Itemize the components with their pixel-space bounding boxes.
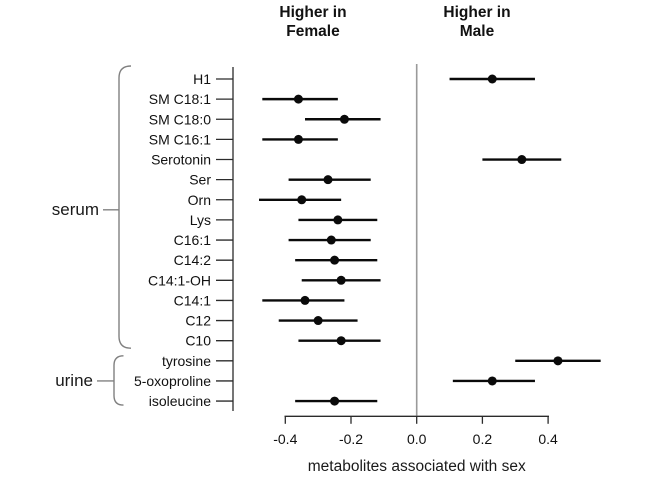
estimate-point (313, 316, 323, 326)
estimate-point (336, 275, 346, 285)
x-axis-title: metabolites associated with sex (307, 458, 526, 475)
row-label: C12 (185, 313, 211, 329)
row-label: Ser (189, 172, 211, 188)
group-label-urine: urine (55, 370, 93, 390)
row-label: SM C18:1 (149, 91, 211, 107)
row-label: H1 (193, 71, 211, 87)
group-brace (97, 355, 124, 406)
estimate-point (553, 356, 563, 366)
estimate-point (336, 336, 346, 346)
row-label: Serotonin (151, 152, 211, 168)
estimate-point (297, 195, 307, 205)
column-header-male-line2: Male (459, 23, 495, 40)
estimate-point (333, 215, 343, 225)
row-label: SM C18:0 (149, 111, 211, 127)
x-axis-tick-label: -0.2 (339, 431, 363, 447)
row-label: 5-oxoproline (134, 373, 211, 389)
x-axis-tick-label: -0.4 (273, 431, 297, 447)
x-axis-tick-label: 0.2 (473, 431, 493, 447)
estimate-point (323, 175, 333, 185)
column-header-male: Higher in Male (443, 3, 510, 41)
row-label: Lys (190, 212, 211, 228)
estimate-point (517, 155, 527, 165)
row-label: Orn (188, 192, 211, 208)
column-header-female-line2: Female (286, 23, 340, 40)
row-label: tyrosine (162, 353, 211, 369)
group-label-serum: serum (51, 199, 99, 219)
row-label: C10 (185, 333, 211, 349)
estimate-point (293, 94, 303, 104)
estimate-point (293, 134, 303, 144)
estimate-point (339, 114, 349, 124)
row-label: C16:1 (174, 232, 212, 248)
column-header-male-line1: Higher in (443, 4, 511, 21)
estimate-point (487, 74, 497, 84)
group-brace (103, 65, 132, 349)
row-label: SM C16:1 (149, 131, 211, 147)
row-label: C14:2 (174, 252, 212, 268)
column-header-female-line1: Higher in (279, 4, 347, 21)
estimate-point (330, 396, 340, 406)
row-label: C14:1-OH (148, 272, 211, 288)
estimate-point (330, 255, 340, 265)
estimate-point (300, 295, 310, 305)
row-label: isoleucine (149, 393, 211, 409)
x-axis-tick-label: 0.0 (407, 431, 427, 447)
column-header-female: Higher in Female (279, 3, 346, 41)
row-label: C14:1 (174, 292, 212, 308)
x-axis-tick-label: 0.4 (538, 431, 558, 447)
estimate-point (326, 235, 336, 245)
estimate-point (487, 376, 497, 386)
